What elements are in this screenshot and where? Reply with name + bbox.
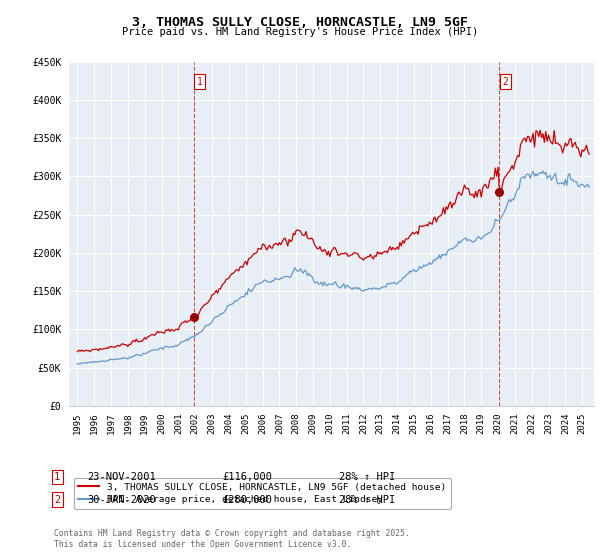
Text: 28% ↑ HPI: 28% ↑ HPI xyxy=(339,494,395,505)
Point xyxy=(189,312,199,321)
Text: 3, THOMAS SULLY CLOSE, HORNCASTLE, LN9 5GF: 3, THOMAS SULLY CLOSE, HORNCASTLE, LN9 5… xyxy=(132,16,468,29)
Text: 1: 1 xyxy=(197,77,203,87)
Text: 2: 2 xyxy=(54,494,60,505)
Text: Contains HM Land Registry data © Crown copyright and database right 2025.
This d: Contains HM Land Registry data © Crown c… xyxy=(54,529,410,549)
Text: 30-JAN-2020: 30-JAN-2020 xyxy=(87,494,156,505)
Point xyxy=(494,187,504,196)
Legend: 3, THOMAS SULLY CLOSE, HORNCASTLE, LN9 5GF (detached house), HPI: Average price,: 3, THOMAS SULLY CLOSE, HORNCASTLE, LN9 5… xyxy=(74,478,451,509)
Text: 28% ↑ HPI: 28% ↑ HPI xyxy=(339,472,395,482)
Text: 1: 1 xyxy=(54,472,60,482)
Text: 23-NOV-2001: 23-NOV-2001 xyxy=(87,472,156,482)
Text: 2: 2 xyxy=(503,77,509,87)
Text: £116,000: £116,000 xyxy=(222,472,272,482)
Text: Price paid vs. HM Land Registry's House Price Index (HPI): Price paid vs. HM Land Registry's House … xyxy=(122,27,478,37)
Text: £280,000: £280,000 xyxy=(222,494,272,505)
